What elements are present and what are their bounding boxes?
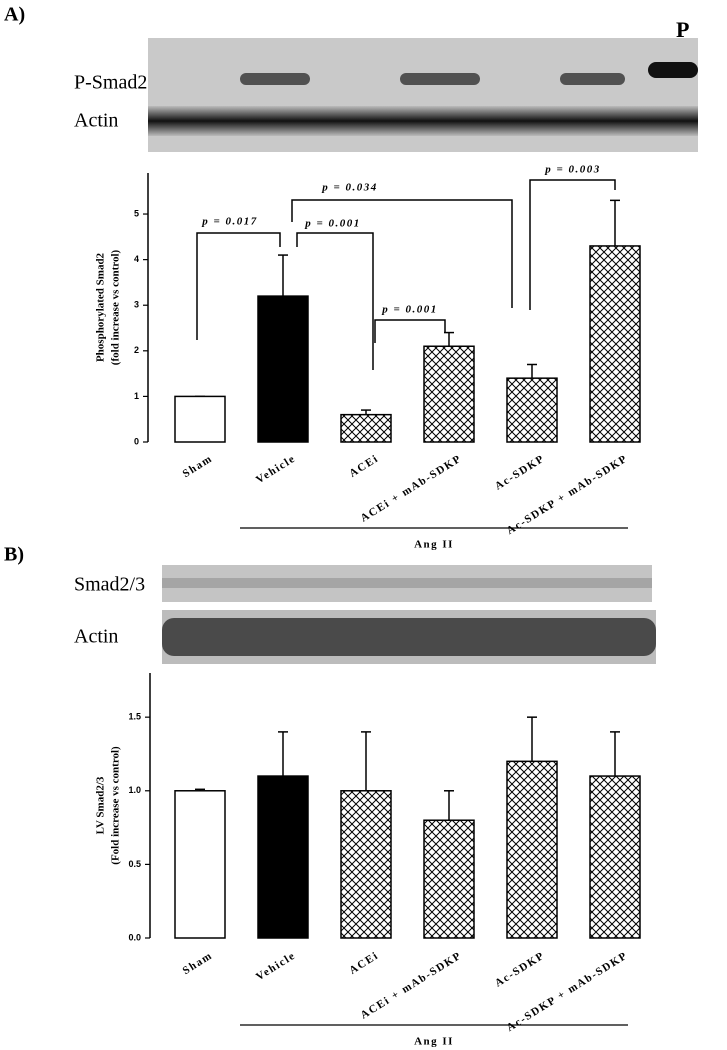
y-tick-label: 0.0 [128, 932, 141, 942]
blot-label: Smad2/3 [74, 574, 145, 596]
y-tick-label: 0 [134, 436, 139, 446]
x-tick-label: Ac-SDKP [493, 950, 547, 990]
y-tick-label: 1 [134, 391, 139, 401]
x-tick-label: Sham [181, 950, 215, 978]
y-tick-label: 1.5 [128, 712, 141, 722]
annotation: p = 0.034 [321, 182, 378, 194]
y-tick-label: 4 [134, 254, 139, 264]
significance-bracket [296, 232, 374, 370]
bar [174, 790, 226, 939]
significance-bracket [291, 199, 513, 308]
y-tick-label: 3 [134, 300, 139, 310]
annotation: p = 0.003 [544, 164, 601, 176]
bar [506, 760, 558, 939]
y-tick-label: 0.5 [128, 859, 141, 869]
y-axis-label: (fold increase vs control) [110, 249, 122, 365]
blot-b [162, 565, 656, 664]
y-axis-label: (Fold increase vs control) [110, 746, 122, 865]
panel-label: B) [4, 544, 24, 566]
x-tick-label: Ac-SDKP [493, 453, 547, 493]
x-tick-label: Vehicle [254, 950, 298, 984]
significance-bracket [196, 232, 281, 340]
corner-label: P [676, 17, 689, 42]
panel-label: A) [4, 4, 25, 26]
y-axis-label: LV Smad2/3 [95, 776, 107, 834]
significance-bracket [374, 319, 446, 343]
x-tick-label: ACEi [347, 453, 381, 480]
blot-a [148, 38, 698, 152]
bar [589, 775, 641, 939]
annotation: p = 0.001 [304, 218, 361, 230]
bar [174, 395, 226, 443]
y-tick-label: 5 [134, 208, 139, 218]
bar [257, 775, 309, 939]
blot-label: Actin [74, 626, 118, 648]
bar [340, 413, 392, 443]
y-axis-label: Phosphorylated Smad2 [95, 252, 107, 362]
annotation: p = 0.017 [201, 216, 258, 228]
y-tick-label: 2 [134, 345, 139, 355]
blot-label: Actin [74, 110, 118, 132]
bar [340, 790, 392, 939]
significance-bracket [529, 179, 616, 310]
bar [423, 819, 475, 939]
bar [589, 245, 641, 443]
annotation: p = 0.001 [381, 304, 438, 316]
x-tick-label: ACEi [347, 950, 381, 977]
bar [506, 377, 558, 443]
group-label: Ang II [414, 539, 454, 551]
blot-label: P-Smad2 [74, 72, 147, 94]
bar [423, 345, 475, 443]
x-tick-label: Sham [181, 453, 215, 481]
x-tick-label: Vehicle [254, 453, 298, 487]
bar [257, 295, 309, 443]
group-label: Ang II [414, 1036, 454, 1048]
y-tick-label: 1.0 [128, 785, 141, 795]
